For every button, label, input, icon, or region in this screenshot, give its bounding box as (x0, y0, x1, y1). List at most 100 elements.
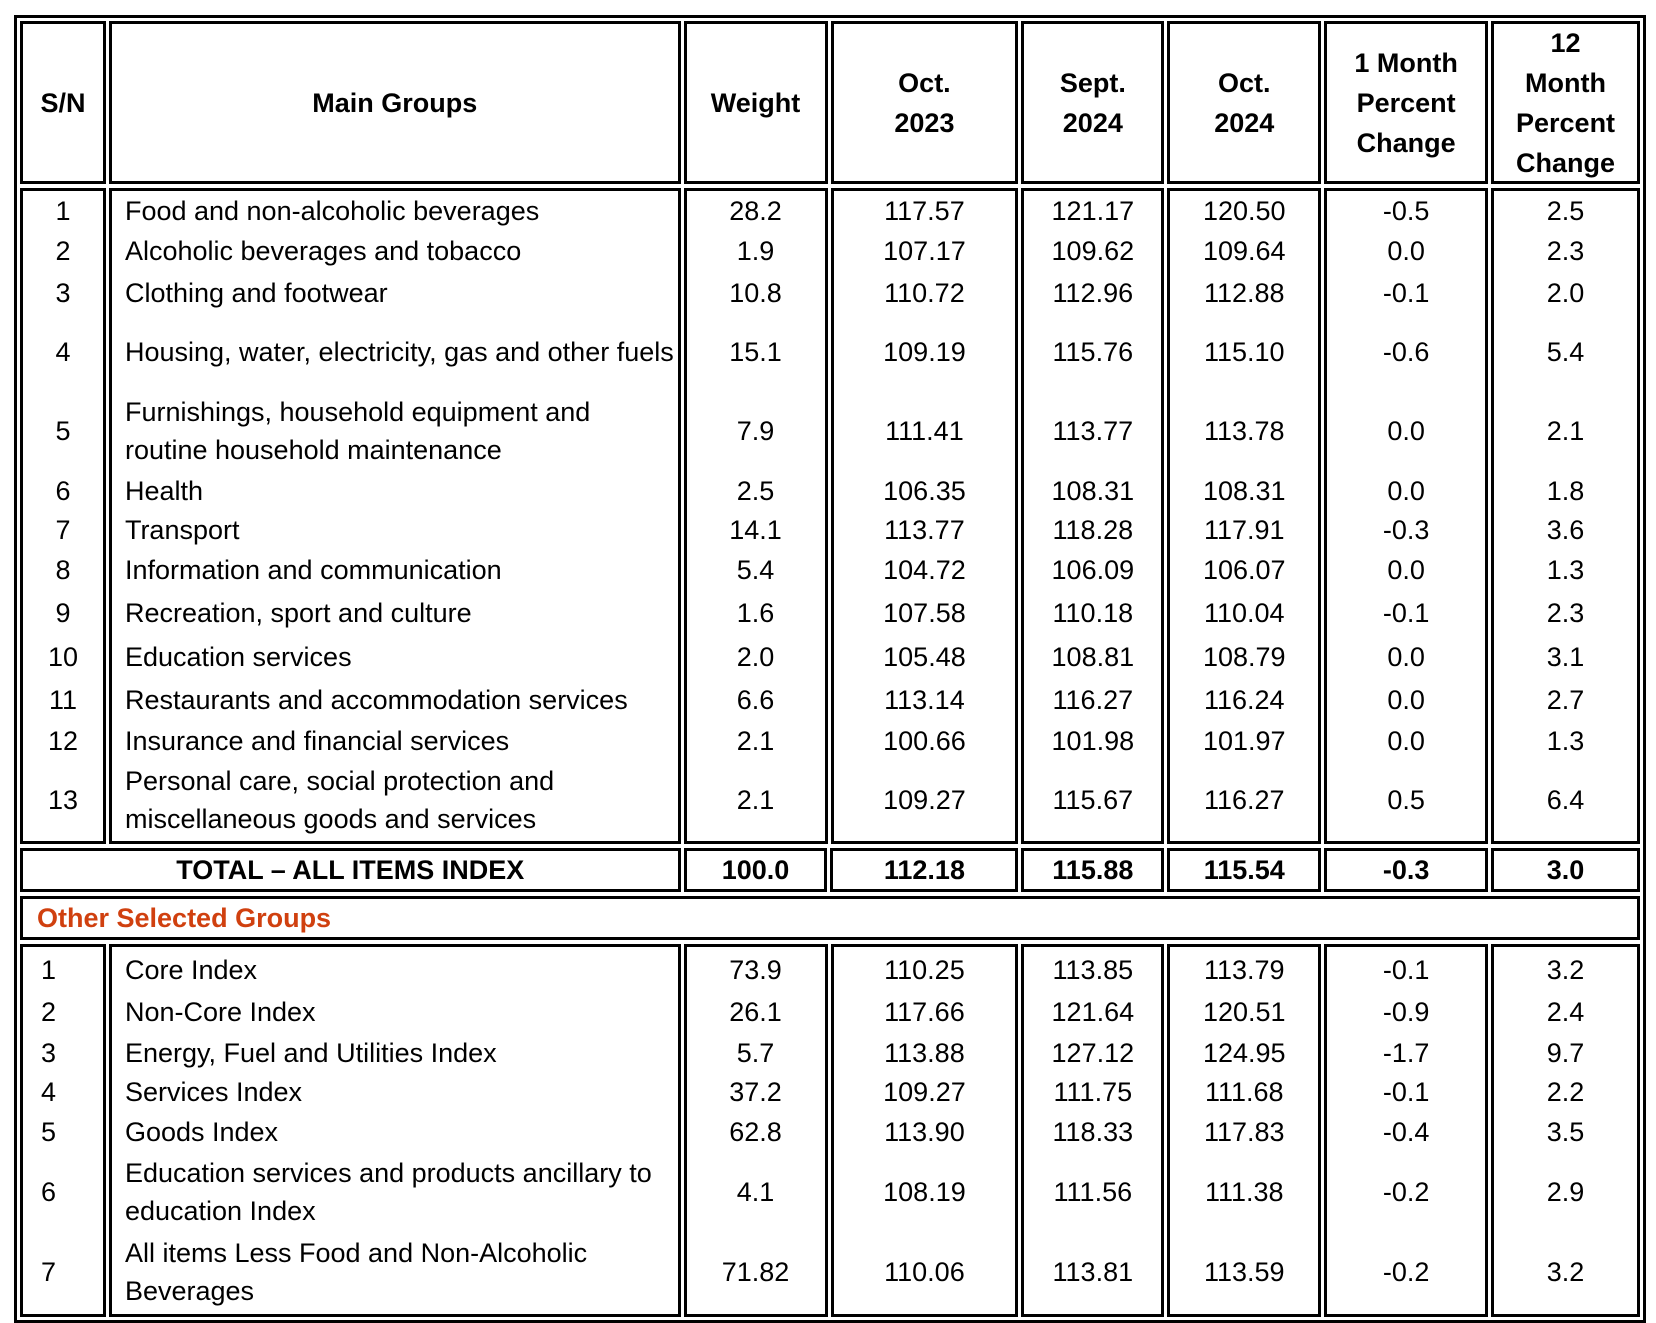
sept-2024-cell: 121.17 (1051, 196, 1135, 227)
oct-2024-cell: 124.95 (1202, 1037, 1286, 1068)
oct-2023-cell: 109.19 (883, 337, 966, 368)
one-month-change-cell: -0.1 (1382, 597, 1430, 628)
weight-cell: 4.1 (736, 1177, 775, 1208)
oct-2023-cell: 113.14 (884, 684, 965, 715)
column-twelve-month-change: 3.0 (1491, 848, 1640, 893)
other-groups-section: 1 2 3 4 5 6 7 Core Index Non-Core Index Energy, F… (20, 944, 1640, 1317)
main-group-cell: Health (124, 475, 203, 506)
weight-cell: 14.1 (729, 515, 782, 546)
one-month-change-cell: -0.5 (1382, 196, 1430, 227)
twelve-month-change-cell: 9.7 (1546, 1037, 1585, 1068)
sept-2024-cell: 121.64 (1051, 997, 1135, 1028)
sn-cell: 8 (55, 555, 71, 586)
one-month-change-cell: 0.0 (1387, 475, 1425, 506)
twelve-month-change-cell: 6.4 (1546, 785, 1585, 816)
weight-cell: 37.2 (729, 1077, 782, 1108)
weight-cell: 2.0 (736, 641, 775, 672)
table-header: S/N Main Groups Weight Oct. 2023 Sept. 2024 O… (20, 21, 1640, 184)
sn-cell: 7 (55, 515, 71, 546)
twelve-month-change-cell: 2.9 (1546, 1177, 1585, 1208)
one-month-change-cell: -1.7 (1382, 1037, 1430, 1068)
sn-cell: 10 (47, 641, 78, 672)
sn-cell: 11 (48, 684, 77, 715)
weight-cell: 15.1 (729, 337, 782, 368)
twelve-month-change-cell: 3.1 (1546, 641, 1585, 672)
sept-2024-cell: 113.81 (1052, 1256, 1134, 1287)
oct-2024-cell: 108.79 (1202, 641, 1286, 672)
header-main-group: Main Groups (312, 87, 478, 118)
oct-2024-cell: 116.27 (1203, 785, 1285, 816)
weight-cell: 6.6 (736, 684, 775, 715)
column-weight: Weight (683, 21, 828, 184)
oct-2024-cell: 120.50 (1202, 196, 1286, 227)
main-group-cell: Information and communication (124, 555, 502, 586)
sn-cell: 2 (41, 997, 57, 1028)
twelve-month-change-cell: 2.3 (1546, 597, 1585, 628)
total-twelve-month-change: 3.0 (1546, 855, 1585, 886)
main-group-cell: All items Less Food and Non-Alcoholic Be… (124, 1237, 588, 1306)
oct-2024-cell: 108.31 (1202, 475, 1286, 506)
other-groups-title: Other Selected Groups (20, 896, 1640, 941)
sept-2024-cell: 110.18 (1052, 597, 1134, 628)
total-label: TOTAL – ALL ITEMS INDEX (176, 855, 525, 886)
one-month-change-cell: 0.0 (1387, 684, 1425, 715)
twelve-month-change-cell: 3.2 (1546, 954, 1585, 985)
header-one-month-change: 1 Month Percent Change (1354, 47, 1458, 158)
sn-cell: 12 (47, 725, 78, 756)
main-group-cell: Education services and products ancillar… (124, 1158, 652, 1227)
sn-cell: 3 (55, 277, 71, 308)
header-oct-2024: Oct. 2024 (1214, 67, 1275, 138)
oct-2024-cell: 115.10 (1203, 337, 1285, 368)
oct-2024-cell: 113.59 (1203, 1256, 1285, 1287)
sept-2024-cell: 101.98 (1051, 725, 1135, 756)
total-row: TOTAL – ALL ITEMS INDEX 100.0 112.18 115.88… (20, 848, 1640, 893)
oct-2023-cell: 109.27 (883, 1077, 966, 1108)
twelve-month-change-cell: 2.3 (1546, 236, 1585, 267)
oct-2023-cell: 105.48 (883, 641, 966, 672)
oct-2024-cell: 113.78 (1203, 415, 1285, 446)
main-group-cell: Core Index (124, 954, 258, 985)
oct-2024-cell: 112.88 (1203, 277, 1285, 308)
main-group-cell: Restaurants and accommodation services (124, 684, 628, 715)
twelve-month-change-cell: 1.3 (1546, 725, 1585, 756)
sn-cell: 7 (41, 1256, 57, 1287)
oct-2024-cell: 117.83 (1203, 1117, 1285, 1148)
column-weight: 28.2 1.9 10.8 15.1 7.9 2.5 14.1 5.4 1.6 2.0 6.6 2.1… (683, 188, 828, 845)
sept-2024-cell: 111.56 (1053, 1177, 1133, 1208)
oct-2023-cell: 107.58 (883, 597, 966, 628)
column-oct-2023: 117.57 107.17 110.72 109.19 111.41 106.35 113.… (830, 188, 1019, 845)
sn-cell: 6 (41, 1177, 57, 1208)
sept-2024-cell: 111.75 (1053, 1077, 1133, 1108)
column-sept-2024: 121.17 109.62 112.96 115.76 113.77 108.31 118.… (1021, 188, 1165, 845)
sn-cell: 1 (55, 196, 71, 227)
main-group-cell: Clothing and footwear (124, 277, 388, 308)
header-twelve-month-change: 12 Month Percent Change (1516, 27, 1616, 178)
column-oct-2024: Oct. 2024 (1167, 21, 1322, 184)
header-sn: S/N (40, 87, 86, 118)
weight-cell: 2.1 (736, 785, 775, 816)
oct-2024-cell: 116.24 (1203, 684, 1285, 715)
column-one-month-change: 1 Month Percent Change (1324, 21, 1489, 184)
column-main-group: Main Groups (108, 21, 681, 184)
main-group-cell: Insurance and financial services (124, 725, 510, 756)
weight-cell: 71.82 (721, 1256, 790, 1287)
cpi-table: S/N Main Groups Weight Oct. 2023 Sept. 2024 O… (14, 15, 1646, 1323)
oct-2024-cell: 111.68 (1204, 1077, 1284, 1108)
sept-2024-cell: 116.27 (1052, 684, 1134, 715)
oct-2024-cell: 109.64 (1202, 236, 1286, 267)
one-month-change-cell: -0.1 (1382, 277, 1430, 308)
weight-cell: 10.8 (729, 277, 782, 308)
column-main-group: Core Index Non-Core Index Energy, Fuel and… (108, 944, 681, 1317)
twelve-month-change-cell: 2.4 (1546, 997, 1585, 1028)
main-group-cell: Alcoholic beverages and tobacco (124, 236, 522, 267)
twelve-month-change-cell: 1.3 (1546, 555, 1585, 586)
oct-2024-cell: 106.07 (1202, 555, 1286, 586)
weight-cell: 5.4 (736, 555, 775, 586)
one-month-change-cell: 0.0 (1387, 236, 1425, 267)
column-oct-2024: 115.54 (1167, 848, 1322, 893)
column-twelve-month-change: 3.2 2.4 9.7 2.2 3.5 2.9 3.2 (1491, 944, 1640, 1317)
main-group-cell: Furnishings, household equipment and rou… (124, 396, 591, 465)
main-group-cell: Energy, Fuel and Utilities Index (124, 1037, 497, 1068)
main-groups-section: 1 2 3 4 5 6 7 8 9 10 11 12 13 Food and non-alcoholic … (20, 188, 1640, 845)
total-sept-2024: 115.88 (1052, 855, 1134, 886)
